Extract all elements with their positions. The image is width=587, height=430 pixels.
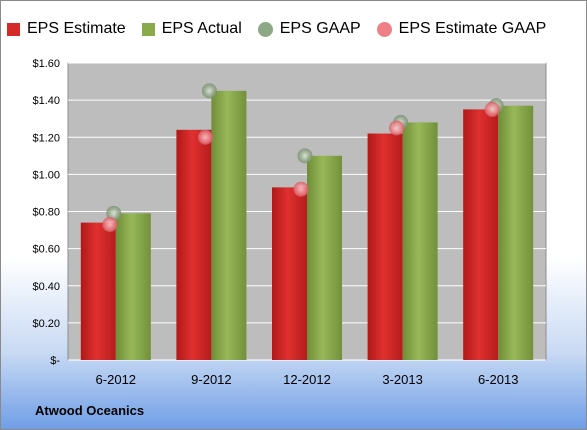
- x-tick-label: 3-2013: [382, 372, 422, 387]
- bar-eps-actual: [307, 155, 342, 360]
- company-label: Atwood Oceanics: [35, 403, 145, 418]
- marker-eps-estimate-gaap: [389, 120, 405, 136]
- bar-eps-estimate: [176, 129, 212, 360]
- y-tick-label: $-: [50, 355, 60, 367]
- legend-item-eps-actual: EPS Actual: [141, 20, 242, 38]
- bar-eps-actual: [211, 90, 247, 360]
- bar-eps-estimate: [80, 222, 116, 360]
- marker-eps-gaap: [297, 148, 313, 164]
- legend-item-eps-estimate: EPS Estimate: [7, 20, 126, 38]
- y-tick-label: $1.40: [32, 95, 60, 107]
- legend-marker-eps-estimate-gaap: [376, 21, 392, 37]
- marker-eps-estimate-gaap: [102, 216, 118, 232]
- legend-swatch-eps-actual: [141, 22, 155, 36]
- legend-marker-eps-gaap: [257, 21, 273, 37]
- y-tick-label: $0.60: [32, 244, 60, 256]
- legend-label-eps-gaap: EPS GAAP: [279, 20, 361, 37]
- marker-eps-estimate-gaap: [197, 129, 213, 145]
- bar-eps-estimate: [272, 187, 307, 360]
- y-tick-label: $0.80: [32, 207, 60, 219]
- marker-eps-estimate-gaap: [484, 101, 500, 117]
- chart-legend: EPS Estimate EPS Actual EPS GAAP EPS Est…: [7, 16, 583, 42]
- y-tick-label: $1.00: [32, 169, 60, 181]
- marker-eps-gaap: [201, 83, 217, 99]
- bar-eps-actual: [115, 213, 151, 360]
- bar-eps-estimate: [367, 133, 403, 360]
- legend-label-eps-actual: EPS Actual: [161, 20, 242, 37]
- x-tick-label: 12-2012: [283, 372, 331, 387]
- marker-eps-estimate-gaap: [293, 181, 309, 197]
- bar-eps-actual: [498, 105, 534, 360]
- bar-eps-actual: [402, 122, 438, 361]
- legend-swatch-eps-estimate: [7, 22, 20, 36]
- legend-item-eps-estimate-gaap: EPS Estimate GAAP: [376, 20, 547, 38]
- y-tick-label: $0.20: [32, 318, 60, 330]
- y-tick-label: $1.20: [32, 132, 60, 144]
- y-tick-label: $1.60: [32, 58, 60, 70]
- legend-label-eps-estimate-gaap: EPS Estimate GAAP: [398, 20, 547, 37]
- x-tick-label: 9-2012: [191, 372, 231, 387]
- x-tick-label: 6-2012: [96, 372, 136, 387]
- x-tick-label: 6-2013: [478, 372, 518, 387]
- bar-eps-estimate: [463, 109, 499, 360]
- legend-item-eps-gaap: EPS GAAP: [257, 20, 361, 38]
- y-tick-label: $0.40: [32, 281, 60, 293]
- legend-label-eps-estimate: EPS Estimate: [27, 20, 126, 37]
